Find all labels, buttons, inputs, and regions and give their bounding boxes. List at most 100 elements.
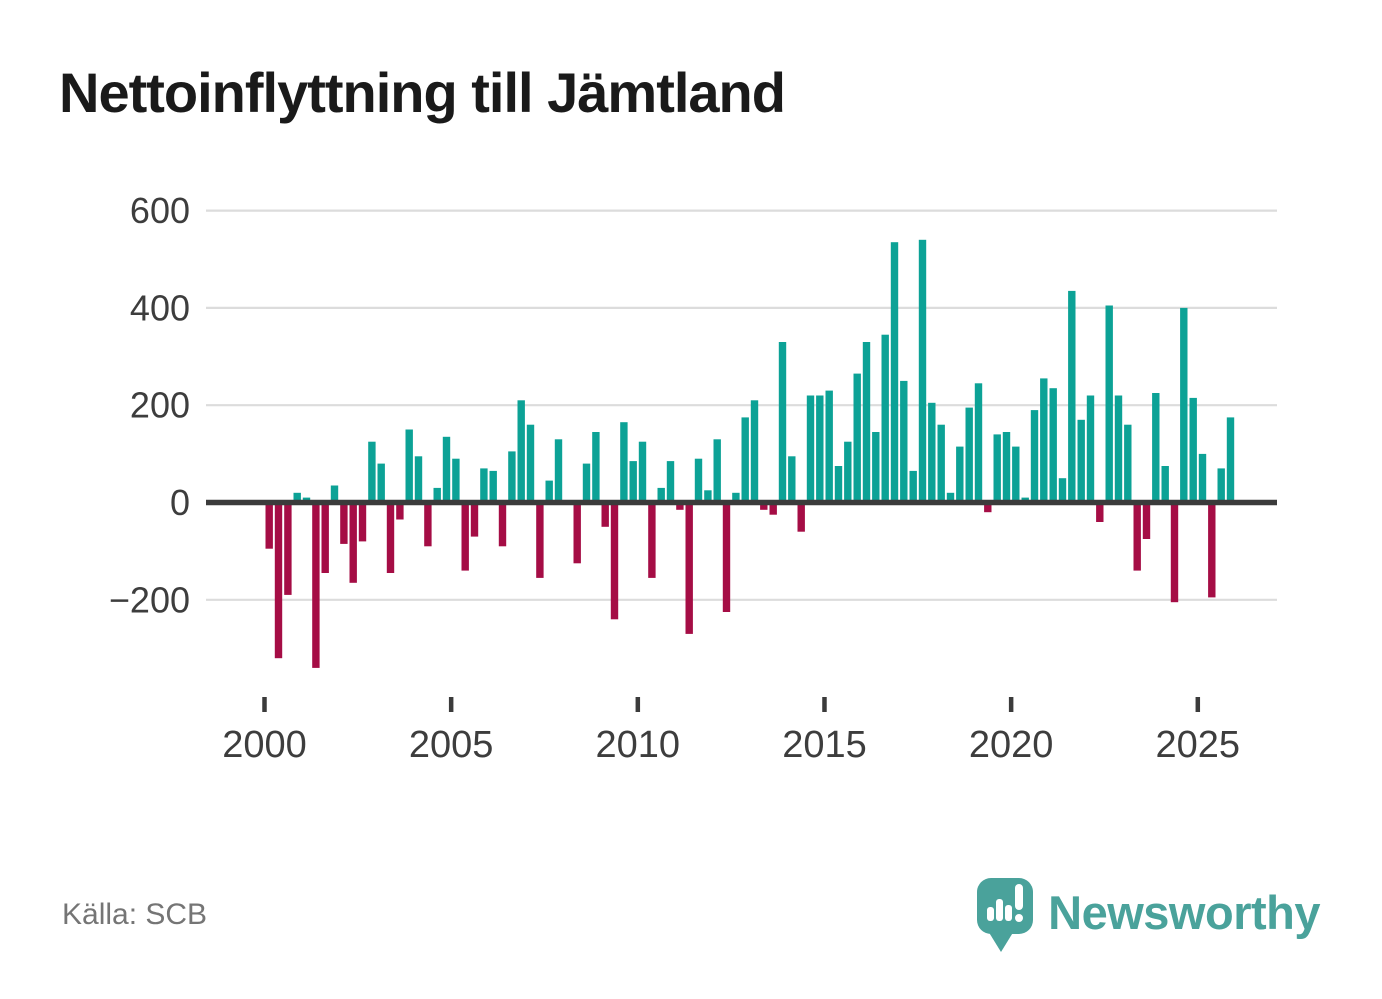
bar-2019Q2: [984, 502, 992, 513]
bar-2022Q4: [1114, 395, 1123, 503]
bar-2011Q2: [685, 502, 693, 634]
bar-2002Q2: [349, 502, 357, 583]
brand-logo: Newsworthy: [976, 872, 1320, 952]
bar-2003Q4: [405, 429, 413, 503]
bar-2003Q3: [396, 502, 404, 520]
y-tick-label: 200: [130, 385, 190, 426]
bar-2020Q3: [1030, 410, 1039, 503]
bar-2008Q4: [592, 432, 600, 503]
bar-2002Q1: [340, 502, 348, 544]
bar-2012Q3: [732, 492, 740, 503]
bar-2008Q3: [582, 463, 591, 503]
bar-2016Q3: [881, 334, 889, 503]
bar-2007Q4: [554, 439, 563, 503]
x-tick-label: 2025: [1156, 724, 1241, 766]
bar-2012Q2: [722, 502, 731, 612]
x-tick-label: 2015: [782, 724, 867, 766]
bar-2012Q4: [741, 417, 749, 503]
bar-2019Q3: [993, 434, 1001, 503]
bar-2018Q4: [965, 407, 973, 503]
bar-2004Q1: [414, 456, 423, 503]
bar-2004Q2: [424, 502, 432, 547]
x-axis-ticks: [262, 697, 1201, 712]
gridlines: [206, 209, 1277, 601]
bar-2025Q4: [1226, 417, 1235, 503]
bar-2006Q1: [489, 470, 497, 503]
bar-2025Q3: [1217, 468, 1225, 503]
bar-2009Q2: [610, 502, 619, 620]
bar-2011Q4: [704, 490, 712, 503]
bar-2015Q4: [853, 373, 861, 503]
bar-2017Q2: [909, 470, 917, 503]
bar-2006Q2: [498, 502, 507, 547]
bar-2006Q4: [517, 400, 525, 503]
y-tick-label: 600: [130, 190, 190, 231]
bar-2003Q1: [377, 463, 385, 503]
bar-2020Q1: [1012, 446, 1020, 503]
bar-2003Q2: [386, 502, 395, 573]
bar-2001Q4: [330, 485, 339, 503]
bar-2005Q1: [452, 458, 460, 503]
bar-2022Q2: [1096, 502, 1104, 522]
bar-2000Q2: [274, 502, 283, 659]
bar-2011Q3: [694, 458, 703, 503]
bar-2000Q4: [293, 492, 301, 503]
x-tick-label: 2020: [969, 724, 1054, 766]
y-tick-label: 400: [130, 287, 190, 328]
bar-2012Q1: [713, 439, 721, 503]
bar-2018Q2: [946, 492, 955, 503]
x-tick-label: 2000: [222, 724, 307, 766]
x-axis-labels: 2000 2005 2010 2015 2020 2025: [222, 724, 1240, 766]
bar-2017Q1: [900, 380, 908, 503]
bar-2000Q1: [265, 502, 273, 549]
bar-2006Q3: [508, 451, 516, 503]
bar-2022Q3: [1105, 305, 1113, 503]
source-note: Källa: SCB: [62, 898, 208, 931]
bar-2019Q4: [1002, 432, 1011, 503]
bar-2004Q3: [433, 487, 441, 503]
bar-2018Q3: [956, 446, 964, 503]
bar-2024Q2: [1170, 502, 1179, 603]
bar-2013Q1: [750, 400, 759, 503]
bar-2016Q1: [862, 342, 871, 503]
bar-2015Q1: [825, 390, 833, 503]
bar-2023Q4: [1152, 393, 1160, 503]
bar-2018Q1: [937, 424, 945, 503]
bar-2023Q2: [1133, 502, 1141, 571]
bar-2021Q1: [1049, 388, 1057, 503]
bar-2016Q4: [890, 242, 899, 503]
bar-2007Q3: [545, 480, 553, 503]
bar-2009Q4: [629, 461, 637, 503]
bar-2014Q2: [797, 502, 805, 532]
bar-2021Q2: [1058, 478, 1067, 503]
bar-2010Q2: [648, 502, 656, 578]
page-title: Nettoinflyttning till Jämtland: [59, 61, 786, 124]
bar-2020Q4: [1040, 378, 1048, 503]
bar-2008Q2: [573, 502, 581, 564]
bar-2010Q4: [666, 461, 675, 503]
bar-2002Q3: [358, 502, 367, 542]
brand-wordmark: Newsworthy: [1048, 885, 1320, 939]
bar-2015Q3: [844, 441, 852, 503]
x-tick-label: 2010: [596, 724, 681, 766]
bar-2005Q2: [461, 502, 469, 571]
bar-2017Q3: [918, 239, 927, 503]
y-tick-label: 0: [170, 482, 190, 523]
bar-2002Q4: [368, 441, 376, 503]
bar-2023Q3: [1142, 502, 1151, 539]
bar-2005Q4: [480, 468, 488, 503]
bar-2025Q1: [1198, 453, 1207, 503]
bar-2021Q3: [1068, 290, 1076, 503]
bar-2007Q2: [536, 502, 544, 578]
bar-2024Q1: [1161, 466, 1169, 503]
bar-2015Q2: [834, 466, 843, 503]
bar-2005Q3: [470, 502, 479, 537]
bar-2013Q4: [778, 342, 787, 503]
y-tick-label: −200: [109, 579, 190, 620]
bars: [265, 239, 1235, 668]
bar-2021Q4: [1077, 419, 1085, 503]
bar-2013Q2: [760, 502, 768, 510]
bar-2013Q3: [769, 502, 777, 515]
